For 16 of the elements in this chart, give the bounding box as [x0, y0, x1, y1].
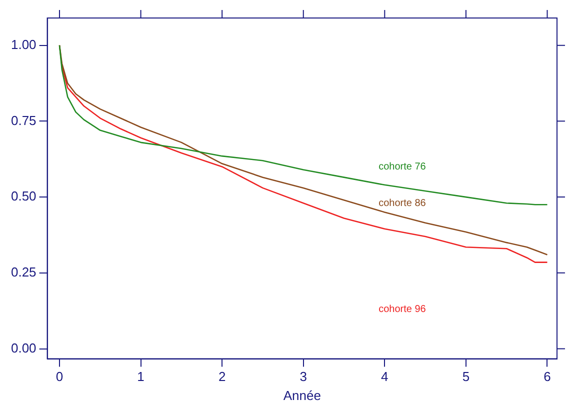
x-tick-label: 2	[218, 369, 226, 384]
y-tick-label: 0.00	[10, 340, 36, 356]
series-label: cohorte 86	[378, 198, 426, 209]
x-tick-label: 4	[381, 369, 388, 384]
series-label: cohorte 76	[378, 161, 426, 172]
x-tick-label: 5	[462, 369, 470, 384]
text: cohorte 96	[378, 304, 426, 316]
y-tick-label: 0.50	[10, 188, 36, 204]
y-tick-label: 1.00	[10, 36, 36, 52]
x-tick-label: 3	[300, 369, 307, 384]
y-tick-label: 0.25	[10, 264, 36, 280]
x-axis-title: Année	[283, 388, 321, 403]
x-tick-label: 1	[137, 369, 144, 384]
x-tick-label: 6	[544, 369, 551, 384]
x-tick-label: 0	[56, 369, 64, 384]
y-tick-label: 0.75	[10, 112, 36, 128]
